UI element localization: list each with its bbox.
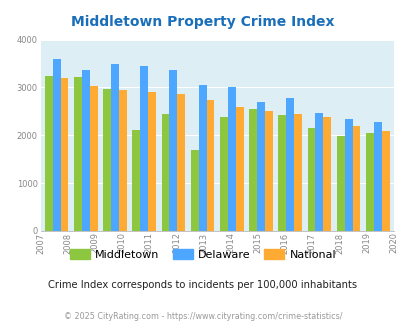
Text: Crime Index corresponds to incidents per 100,000 inhabitants: Crime Index corresponds to incidents per… xyxy=(48,280,357,290)
Bar xyxy=(373,122,381,231)
Bar xyxy=(352,126,360,231)
Bar xyxy=(235,107,243,231)
Bar xyxy=(148,92,156,231)
Bar xyxy=(74,78,82,231)
Bar xyxy=(264,111,272,231)
Bar xyxy=(169,70,177,231)
Bar xyxy=(365,133,373,231)
Bar xyxy=(293,114,301,231)
Bar xyxy=(132,130,140,231)
Bar xyxy=(249,109,256,231)
Bar xyxy=(278,115,286,231)
Bar xyxy=(45,76,53,231)
Bar xyxy=(90,85,98,231)
Bar xyxy=(103,89,111,231)
Bar xyxy=(315,113,322,231)
Bar xyxy=(307,128,315,231)
Bar xyxy=(220,117,227,231)
Bar xyxy=(256,102,264,231)
Bar xyxy=(119,90,126,231)
Bar xyxy=(286,98,293,231)
Bar xyxy=(206,100,214,231)
Bar xyxy=(111,64,119,231)
Bar xyxy=(344,119,352,231)
Text: © 2025 CityRating.com - https://www.cityrating.com/crime-statistics/: © 2025 CityRating.com - https://www.city… xyxy=(64,312,341,321)
Bar xyxy=(198,84,206,231)
Bar xyxy=(381,130,389,231)
Bar xyxy=(140,66,148,231)
Bar xyxy=(322,117,330,231)
Legend: Middletown, Delaware, National: Middletown, Delaware, National xyxy=(65,245,340,264)
Bar xyxy=(82,70,90,231)
Bar xyxy=(161,114,169,231)
Bar xyxy=(336,136,344,231)
Bar xyxy=(177,94,185,231)
Bar xyxy=(53,59,60,231)
Bar xyxy=(60,78,68,231)
Bar xyxy=(227,87,235,231)
Text: Middletown Property Crime Index: Middletown Property Crime Index xyxy=(71,15,334,29)
Bar xyxy=(190,150,198,231)
